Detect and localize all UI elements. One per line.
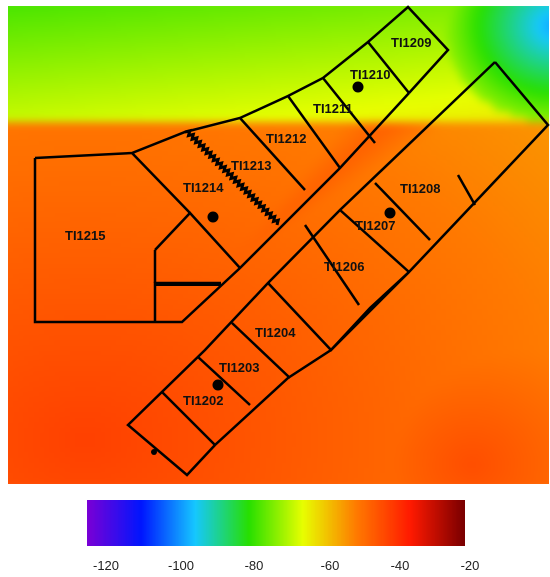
color-legend-bar [87, 500, 465, 546]
legend-tick: -80 [244, 558, 264, 573]
legend-tick: -100 [167, 558, 195, 573]
legend-tick: -60 [320, 558, 340, 573]
legend-tick: -20 [460, 558, 480, 573]
legend-tick: -40 [390, 558, 410, 573]
signal-heatmap [8, 6, 549, 484]
heatmap-canvas [8, 6, 549, 484]
legend-tick: -120 [92, 558, 120, 573]
